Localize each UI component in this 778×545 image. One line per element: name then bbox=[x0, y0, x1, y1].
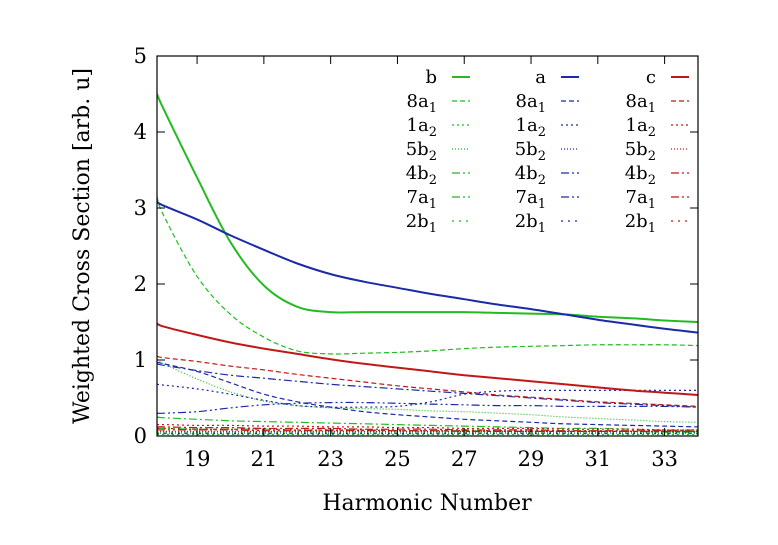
series-line-c-1a2 bbox=[157, 423, 698, 431]
series-line-a-7a1 bbox=[157, 401, 698, 414]
y-tick-label: 3 bbox=[134, 196, 147, 220]
plot-frame bbox=[156, 55, 699, 437]
x-tick-label: 27 bbox=[451, 447, 478, 471]
series-line-b-8a1 bbox=[157, 196, 698, 355]
legend-label: c bbox=[646, 67, 656, 88]
legend-label: 5b2 bbox=[515, 139, 546, 164]
y-tick-label: 0 bbox=[134, 424, 147, 448]
y-axis-label: Weighted Cross Section [arb. u] bbox=[70, 68, 95, 424]
legend-label: 4b2 bbox=[625, 163, 656, 188]
legend-label: 8a1 bbox=[626, 91, 656, 116]
legend-label: 7a1 bbox=[626, 187, 656, 212]
y-tick-label: 1 bbox=[134, 348, 147, 372]
x-axis-label: Harmonic Number bbox=[322, 491, 532, 516]
y-tick-label: 2 bbox=[134, 272, 147, 296]
x-tick-label: 23 bbox=[317, 447, 344, 471]
legend-label: 5b2 bbox=[625, 139, 656, 164]
series-line-a-8a1 bbox=[157, 361, 698, 428]
legend: b8a11a25b24b27a12b1a8a11a25b24b27a12b1c8… bbox=[406, 67, 689, 236]
legend-label: 1a2 bbox=[516, 115, 546, 140]
series-line-c-4b2 bbox=[157, 426, 698, 432]
x-tick-label: 25 bbox=[384, 447, 411, 471]
legend-label: 4b2 bbox=[515, 163, 546, 188]
legend-label: 1a2 bbox=[407, 115, 437, 140]
series-group bbox=[157, 93, 698, 436]
x-tick-label: 29 bbox=[518, 447, 545, 471]
y-tick-label: 5 bbox=[134, 44, 147, 68]
legend-label: 2b1 bbox=[515, 211, 546, 236]
legend-label: b bbox=[425, 67, 437, 88]
legend-label: 8a1 bbox=[407, 91, 437, 116]
series-line-a-a bbox=[157, 201, 698, 334]
series-line-b-b bbox=[157, 93, 698, 323]
series-line-c-2b1 bbox=[157, 427, 698, 433]
legend-label: a bbox=[535, 67, 546, 88]
series-line-a-4b2 bbox=[157, 363, 698, 408]
series-layer bbox=[157, 93, 698, 436]
series-line-b-4b2 bbox=[157, 416, 698, 431]
x-tick-label: 21 bbox=[250, 447, 277, 471]
legend-label: 4b2 bbox=[406, 163, 437, 188]
legend-label: 7a1 bbox=[407, 187, 437, 212]
series-line-c-8a1 bbox=[157, 355, 698, 407]
x-tick-label: 33 bbox=[651, 447, 678, 471]
legend-label: 2b1 bbox=[406, 211, 437, 236]
legend-label: 8a1 bbox=[516, 91, 546, 116]
series-line-c-7a1 bbox=[157, 429, 698, 433]
x-tick-label: 19 bbox=[184, 447, 211, 471]
legend-label: 5b2 bbox=[406, 139, 437, 164]
legend-label: 2b1 bbox=[625, 211, 656, 236]
legend-label: 1a2 bbox=[626, 115, 656, 140]
legend-label: 7a1 bbox=[516, 187, 546, 212]
series-line-c-c bbox=[157, 322, 698, 396]
x-tick-label: 31 bbox=[584, 447, 611, 471]
y-tick-label: 4 bbox=[134, 120, 147, 144]
series-line-a-1a2 bbox=[157, 383, 698, 408]
